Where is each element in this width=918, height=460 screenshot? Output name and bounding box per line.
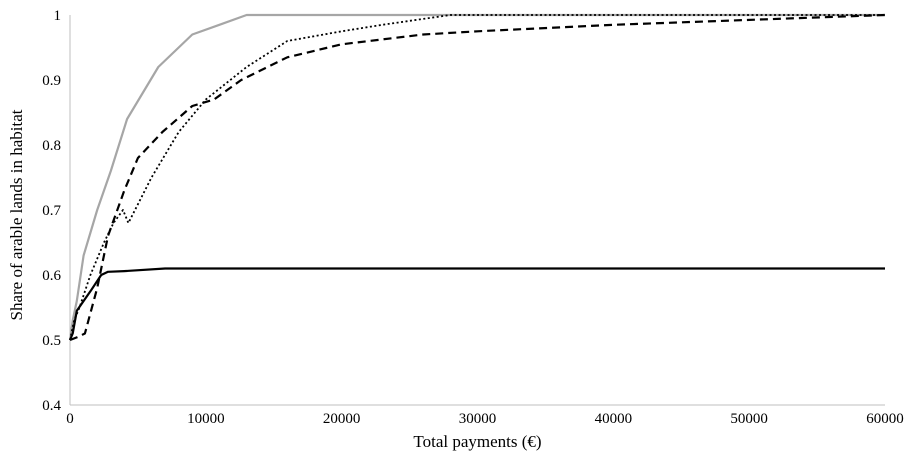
y-tick-label: 0.9 (42, 73, 61, 89)
y-tick-label: 0.7 (42, 203, 61, 219)
series-layer (68, 13, 886, 342)
x-tick-label: 50000 (730, 411, 768, 427)
x-tick-labels: 0 10000 20000 30000 40000 50000 60000 (66, 411, 904, 427)
x-tick-label: 60000 (866, 411, 904, 427)
x-axis-title: Total payments (€) (413, 432, 541, 451)
series-line-solid-black (68, 267, 885, 341)
y-tick-label: 0.5 (42, 333, 61, 349)
series-line-dotted-black (69, 14, 885, 341)
x-tick-label: 0 (66, 411, 74, 427)
x-tick-label: 10000 (187, 411, 225, 427)
y-axis-title: Share of arable lands in habitat (7, 109, 26, 320)
x-tick-label: 20000 (323, 411, 361, 427)
axes (69, 15, 885, 406)
y-tick-label: 1 (54, 8, 62, 24)
series-line-solid-gray (68, 13, 885, 341)
y-tick-labels: 0.4 0.5 0.6 0.7 0.8 0.9 1 (42, 8, 61, 414)
x-tick-label: 30000 (459, 411, 497, 427)
x-tick-label: 40000 (595, 411, 633, 427)
y-tick-label: 0.4 (42, 398, 61, 414)
y-tick-label: 0.8 (42, 138, 61, 154)
series-line-dashed-black (69, 13, 886, 342)
y-tick-label: 0.6 (42, 268, 61, 284)
